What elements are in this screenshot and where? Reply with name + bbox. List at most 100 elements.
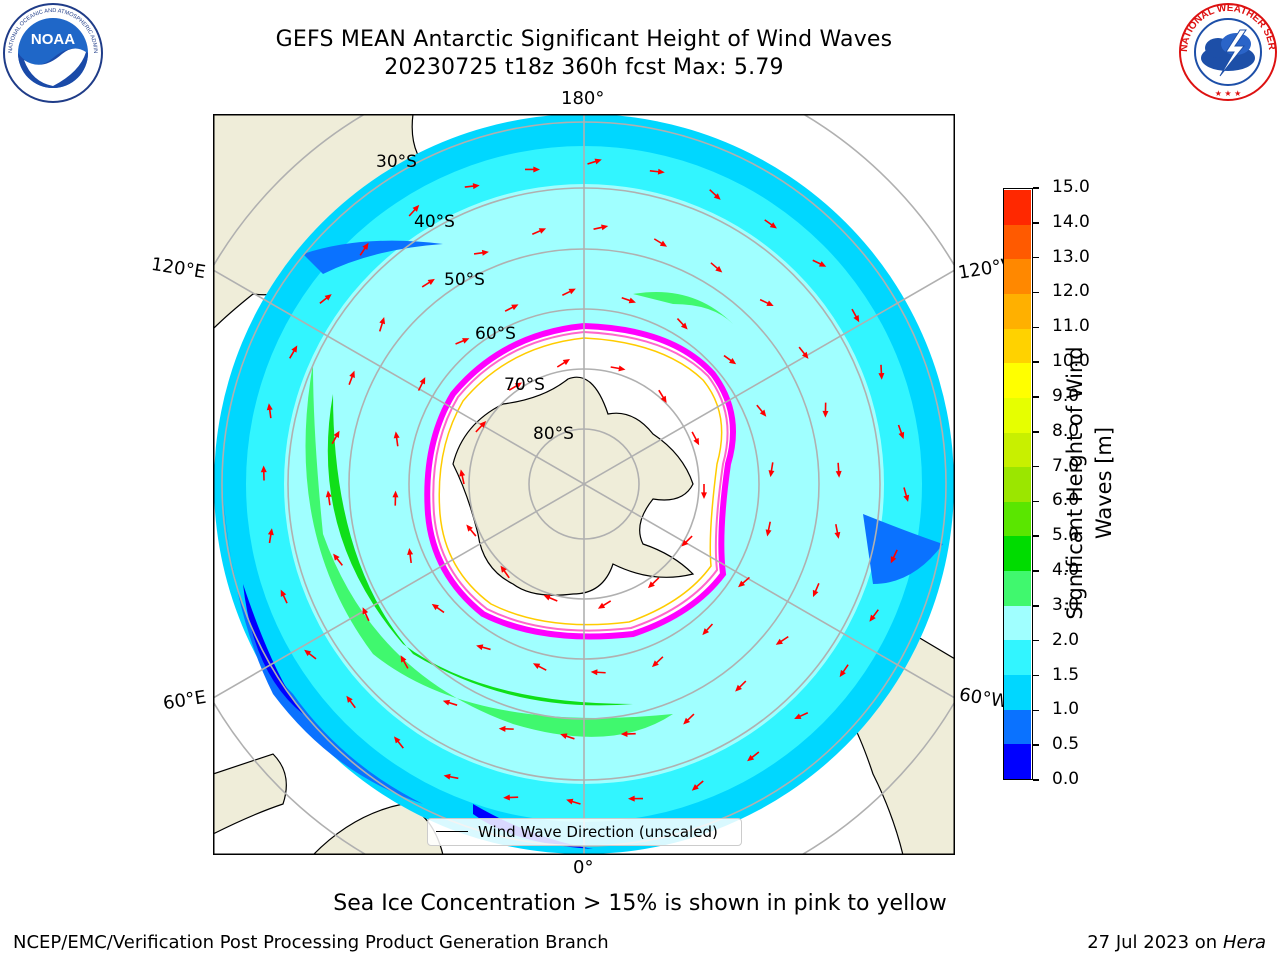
lat-label-50s: 50°S (444, 270, 485, 290)
wave-arrow-head (768, 470, 775, 478)
wave-arrow-head (267, 528, 274, 536)
wave-arrow-head (801, 351, 809, 359)
wave-arrow-head (759, 409, 767, 417)
wave-arrow-head (514, 382, 523, 389)
wave-arrow-head (481, 249, 489, 256)
wave-arrow-head (701, 492, 707, 499)
wave-arrow-head (618, 365, 626, 372)
colorbar-bin (1004, 328, 1031, 364)
wave-arrow-head (681, 539, 689, 547)
wave-arrow-head (562, 359, 570, 366)
wave-arrow-head (818, 261, 827, 267)
wave-arrow-head (362, 242, 369, 251)
wave-arrow-head (333, 430, 340, 438)
noaa-logo-text: NOAA (31, 31, 75, 48)
wave-arrow-head (822, 410, 829, 418)
wave-arrow-head (702, 628, 710, 636)
wave-arrow-head (419, 377, 426, 385)
svg-text:★ ★ ★: ★ ★ ★ (1215, 89, 1242, 98)
wave-arrow-head (835, 470, 842, 478)
colorbar-bin (1004, 432, 1031, 468)
colorbar-tick-label: 13.0 (1052, 246, 1090, 267)
colorbar-tick-mark (1033, 709, 1039, 712)
antarctic-map (213, 114, 955, 855)
colorbar-tick-mark (1033, 222, 1039, 224)
colorbar-bin (1004, 501, 1031, 537)
wave-arrow-head (280, 589, 287, 597)
wave-arrow-head (769, 222, 777, 229)
wave-arrow-head (766, 300, 774, 307)
lon-label-0: 0° (573, 857, 594, 878)
colorbar-tick-label: 11.0 (1052, 316, 1090, 337)
wave-arrow-head (459, 469, 466, 477)
colorbar-tick-label: 6.0 (1052, 490, 1080, 511)
wave-arrow-head (379, 317, 386, 325)
lon-label-180: 180° (561, 88, 605, 109)
wave-arrow-head (393, 431, 400, 439)
colorbar-bin (1004, 535, 1031, 572)
chart-subtitle: 20230725 t18z 360h fcst Max: 5.79 (384, 55, 784, 80)
colorbar-tick-mark (1033, 326, 1039, 329)
colorbar-tick-label: 14.0 (1052, 211, 1090, 232)
lat-label-40s: 40°S (414, 212, 455, 232)
lon-label-60e: 60°E (161, 686, 208, 715)
wave-arrow-head (304, 649, 312, 657)
wave-arrow-head (443, 773, 451, 780)
wave-arrow-head (538, 228, 547, 234)
wave-arrow-head (651, 660, 659, 668)
wave-arrow-head (657, 168, 665, 175)
wave-arrow-head (647, 581, 655, 589)
wave-arrow-head (747, 754, 755, 762)
wave-arrow-head (853, 315, 860, 323)
wave-arrow-head (362, 607, 369, 615)
wave-arrow-head (738, 580, 746, 588)
wave-arrow-head (597, 602, 606, 609)
wave-arrow-head (601, 224, 609, 231)
wave-arrow-head (543, 595, 551, 601)
wave-arrow-head (532, 663, 541, 670)
wave-arrow-head (775, 638, 783, 645)
legend-label: Wind Wave Direction (unscaled) (478, 823, 718, 841)
colorbar-tick-label: 8.0 (1052, 420, 1080, 441)
colorbar-bin (1004, 224, 1031, 260)
wave-arrow-head (291, 345, 298, 353)
lat-label-80s: 80°S (533, 424, 574, 444)
wave-arrow-head (500, 565, 507, 573)
wave-arrow-head (765, 529, 772, 537)
colorbar-bin (1004, 397, 1031, 433)
wave-arrow-head (628, 297, 636, 304)
wave-arrow-head (794, 713, 802, 719)
wave-arrow-head (533, 166, 541, 173)
colorbar-tick-label: 4.0 (1052, 560, 1080, 581)
wave-arrow-head (834, 531, 841, 539)
wave-arrow-head (349, 370, 355, 378)
wave-arrow-head (479, 420, 487, 428)
colorbar-bin (1004, 258, 1031, 294)
colorbar-bin (1004, 639, 1031, 676)
colorbar-tick-label: 10.0 (1052, 351, 1090, 372)
colorbar-bin (1004, 362, 1031, 398)
colorbar-tick-label: 12.0 (1052, 281, 1090, 302)
lat-label-70s: 70°S (504, 375, 545, 395)
wave-arrow-head (324, 294, 332, 301)
colorbar-label: Significant Height of Wind Waves [m] (1063, 346, 1116, 620)
wave-arrow-head (878, 372, 885, 380)
wave-arrow-head (890, 556, 897, 564)
graticule (213, 114, 955, 855)
colorbar-tick-mark (1033, 605, 1039, 607)
wave-arrow-head (903, 494, 910, 502)
colorbar-tick-label: 0.0 (1052, 769, 1080, 789)
wave-arrow-head (476, 644, 484, 651)
colorbar-tick-label: 2.0 (1052, 629, 1080, 650)
wave-arrow-head (400, 655, 407, 663)
wave-arrow-head (566, 798, 574, 805)
wave-arrow-head (729, 357, 737, 365)
wave-arrow-head (691, 784, 699, 791)
wave-arrow-head (346, 695, 353, 703)
wave-arrow-head (898, 431, 905, 440)
wave-arrow-head (735, 684, 742, 692)
footer-date: 27 Jul 2023 on Hera (1087, 932, 1266, 953)
wave-arrow-head (839, 669, 846, 678)
lon-label-120e: 120°E (149, 253, 208, 284)
colorbar-tick-mark (1033, 535, 1039, 537)
